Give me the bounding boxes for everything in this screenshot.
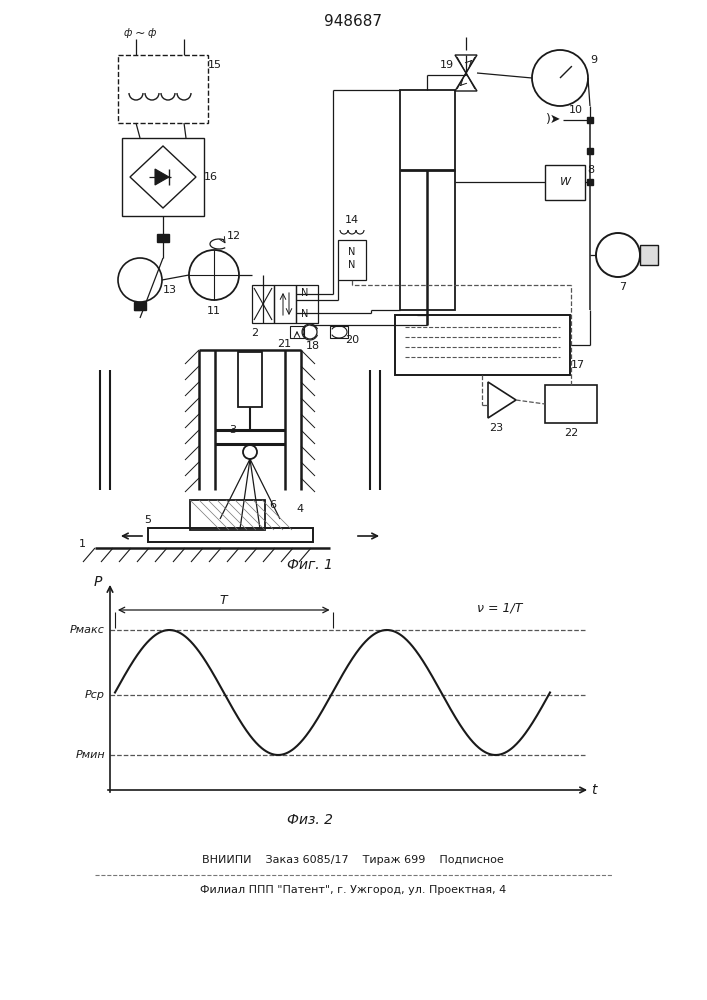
Text: 3: 3 <box>230 425 237 435</box>
Text: Pср: Pср <box>85 690 105 700</box>
Bar <box>296 285 318 323</box>
Bar <box>545 165 585 200</box>
Text: 15: 15 <box>208 60 222 70</box>
Bar <box>587 148 593 154</box>
Text: Филиал ППП "Патент", г. Ужгород, ул. Проектная, 4: Филиал ППП "Патент", г. Ужгород, ул. Про… <box>200 885 506 895</box>
Bar <box>587 117 593 123</box>
Text: N: N <box>349 247 356 257</box>
Bar <box>545 385 597 423</box>
Text: N: N <box>349 260 356 270</box>
Bar <box>190 500 265 530</box>
Text: 11: 11 <box>207 306 221 316</box>
Bar <box>274 285 296 323</box>
Text: 20: 20 <box>345 335 359 345</box>
Text: Pмин: Pмин <box>76 750 105 760</box>
Bar <box>400 90 455 310</box>
Text: )➤: )➤ <box>547 113 561 126</box>
Text: Фиг. 1: Фиг. 1 <box>287 558 333 572</box>
Text: 19: 19 <box>440 60 454 70</box>
Bar <box>252 285 274 323</box>
Text: 7: 7 <box>619 282 626 292</box>
Text: t: t <box>591 783 597 797</box>
Text: 12: 12 <box>227 231 241 241</box>
Bar <box>148 528 313 542</box>
Text: 17: 17 <box>571 360 585 370</box>
Text: ~: ~ <box>135 26 145 39</box>
Text: 22: 22 <box>564 428 578 438</box>
Text: N: N <box>301 288 309 298</box>
Text: 13: 13 <box>163 285 177 295</box>
Text: 21: 21 <box>277 339 291 349</box>
Text: 8: 8 <box>588 165 595 175</box>
Text: 6: 6 <box>269 500 276 510</box>
Text: N: N <box>301 309 309 319</box>
Text: T: T <box>220 594 228 607</box>
Bar <box>134 302 146 310</box>
Bar <box>122 138 204 216</box>
Bar <box>290 326 304 338</box>
Bar <box>338 240 366 280</box>
Text: ВНИИПИ    Заказ 6085/17    Тираж 699    Подписное: ВНИИПИ Заказ 6085/17 Тираж 699 Подписное <box>202 855 504 865</box>
Text: 23: 23 <box>489 423 503 433</box>
Text: 9: 9 <box>590 55 597 65</box>
Text: 2: 2 <box>252 328 259 338</box>
Text: ν = 1/T: ν = 1/T <box>477 601 522 614</box>
Text: 1: 1 <box>78 539 86 549</box>
Text: 4: 4 <box>296 504 303 514</box>
Bar <box>238 352 262 407</box>
Bar <box>640 245 658 265</box>
Text: ф: ф <box>148 28 156 38</box>
Text: 14: 14 <box>345 215 359 225</box>
Text: ф: ф <box>124 28 132 38</box>
Text: 5: 5 <box>144 515 151 525</box>
Text: W: W <box>559 177 571 187</box>
Text: 18: 18 <box>306 341 320 351</box>
Text: P: P <box>94 575 103 589</box>
Text: 16: 16 <box>204 172 218 182</box>
Bar <box>330 326 348 338</box>
Bar <box>587 179 593 185</box>
Text: 948687: 948687 <box>324 14 382 29</box>
Polygon shape <box>155 169 169 185</box>
Text: Физ. 2: Физ. 2 <box>287 813 333 827</box>
Bar <box>395 315 570 375</box>
Bar <box>118 55 208 123</box>
Text: 10: 10 <box>569 105 583 115</box>
Bar <box>157 234 169 242</box>
Text: Pмакс: Pмакс <box>70 625 105 635</box>
